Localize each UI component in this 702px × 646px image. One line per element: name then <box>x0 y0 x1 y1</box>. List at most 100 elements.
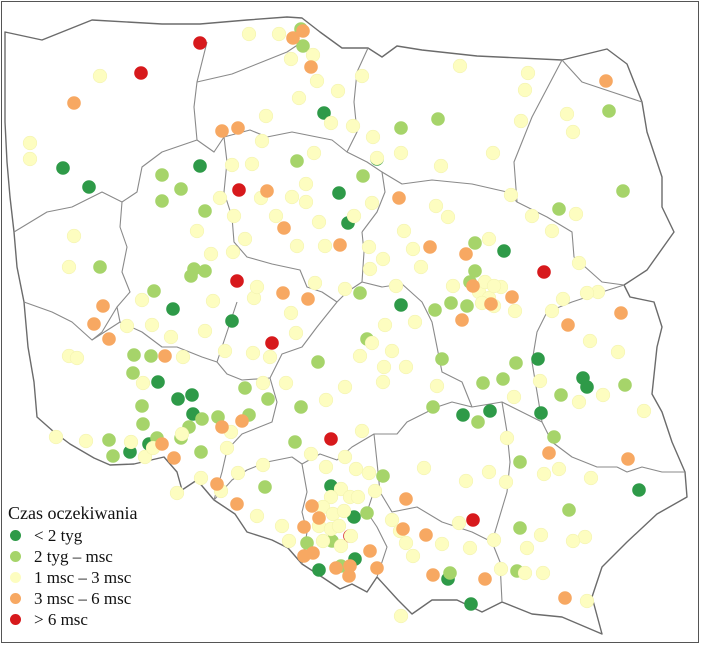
map-point <box>305 47 321 63</box>
map-point <box>484 297 498 311</box>
map-point <box>237 231 253 247</box>
map-point <box>544 303 560 319</box>
map-point <box>493 561 509 577</box>
map-point <box>198 204 212 218</box>
map-point <box>519 540 535 556</box>
map-point <box>135 399 149 413</box>
map-point <box>332 186 346 200</box>
map-point <box>333 238 347 252</box>
map-point <box>375 251 391 267</box>
map-point <box>413 259 429 275</box>
map-point <box>345 118 361 134</box>
map-point <box>496 372 510 386</box>
map-point <box>517 565 533 581</box>
map-point <box>318 392 334 408</box>
map-point <box>367 483 383 499</box>
map-point <box>78 433 94 449</box>
map-point <box>558 591 572 605</box>
map-point <box>265 336 279 350</box>
map-point <box>22 135 38 151</box>
map-point <box>392 191 406 205</box>
map-point <box>96 299 110 313</box>
map-point <box>289 238 305 254</box>
map-point <box>144 317 160 333</box>
map-point <box>155 168 169 182</box>
map-point <box>255 375 271 391</box>
map-point <box>219 440 235 456</box>
map-point <box>376 469 390 483</box>
map-point <box>531 352 545 366</box>
map-point <box>307 275 323 291</box>
map-point <box>536 466 552 482</box>
legend-item: 3 msc – 6 msc <box>8 588 137 609</box>
map-point <box>426 400 440 414</box>
map-point <box>579 593 595 609</box>
map-point <box>333 481 349 497</box>
map-point <box>571 255 587 271</box>
map-point <box>356 169 370 183</box>
map-point <box>486 532 502 548</box>
map-point <box>513 113 529 129</box>
map-point <box>301 292 315 306</box>
map-point <box>535 565 551 581</box>
map-point <box>297 549 311 563</box>
legend-swatch <box>10 593 21 604</box>
map-point <box>398 535 414 551</box>
map-point <box>119 318 135 334</box>
legend-item: 1 msc – 3 msc <box>8 567 137 588</box>
legend-swatch <box>10 572 21 583</box>
map-point <box>443 566 457 580</box>
map-point <box>431 112 445 126</box>
map-point <box>294 400 308 414</box>
map-point <box>632 483 646 497</box>
map-point <box>509 356 523 370</box>
map-point <box>393 608 409 624</box>
map-point <box>134 292 150 308</box>
map-point <box>230 274 244 288</box>
map-point <box>304 60 318 74</box>
map-point <box>452 58 468 74</box>
map-point <box>348 461 364 477</box>
legend-label: 1 msc – 3 msc <box>34 568 132 587</box>
map-point <box>451 515 467 531</box>
legend-swatch <box>10 530 21 541</box>
map-point <box>298 194 314 210</box>
map-point <box>137 449 153 465</box>
map-point <box>399 492 413 506</box>
map-point <box>393 145 409 161</box>
map-point <box>48 429 64 445</box>
map-point <box>215 420 229 434</box>
map-point <box>297 520 311 534</box>
map-point <box>194 445 208 459</box>
map-point <box>476 376 490 390</box>
map-point <box>254 133 270 149</box>
map-point <box>361 239 377 255</box>
map-point <box>323 489 339 505</box>
map-point <box>559 106 575 122</box>
map-point <box>554 388 568 402</box>
map-point <box>614 306 628 320</box>
map-point <box>210 477 224 491</box>
map-point <box>22 151 38 167</box>
map-point <box>343 559 357 573</box>
map-point <box>291 90 307 106</box>
map-point <box>215 124 229 138</box>
map-point <box>298 176 314 192</box>
map-point <box>315 533 331 549</box>
map-point <box>337 379 353 395</box>
map-point <box>513 521 527 535</box>
map-point <box>300 536 314 550</box>
map-point <box>486 278 502 294</box>
map-point <box>212 190 228 206</box>
map-point <box>312 511 326 525</box>
map-point <box>333 538 349 554</box>
map-point <box>217 343 233 359</box>
map-point <box>416 460 432 476</box>
map-point <box>544 223 560 239</box>
map-point <box>185 388 199 402</box>
map-point <box>69 350 85 366</box>
map-point <box>407 314 423 330</box>
map-point <box>533 527 549 543</box>
map-point <box>343 528 359 544</box>
map-point <box>197 323 213 339</box>
